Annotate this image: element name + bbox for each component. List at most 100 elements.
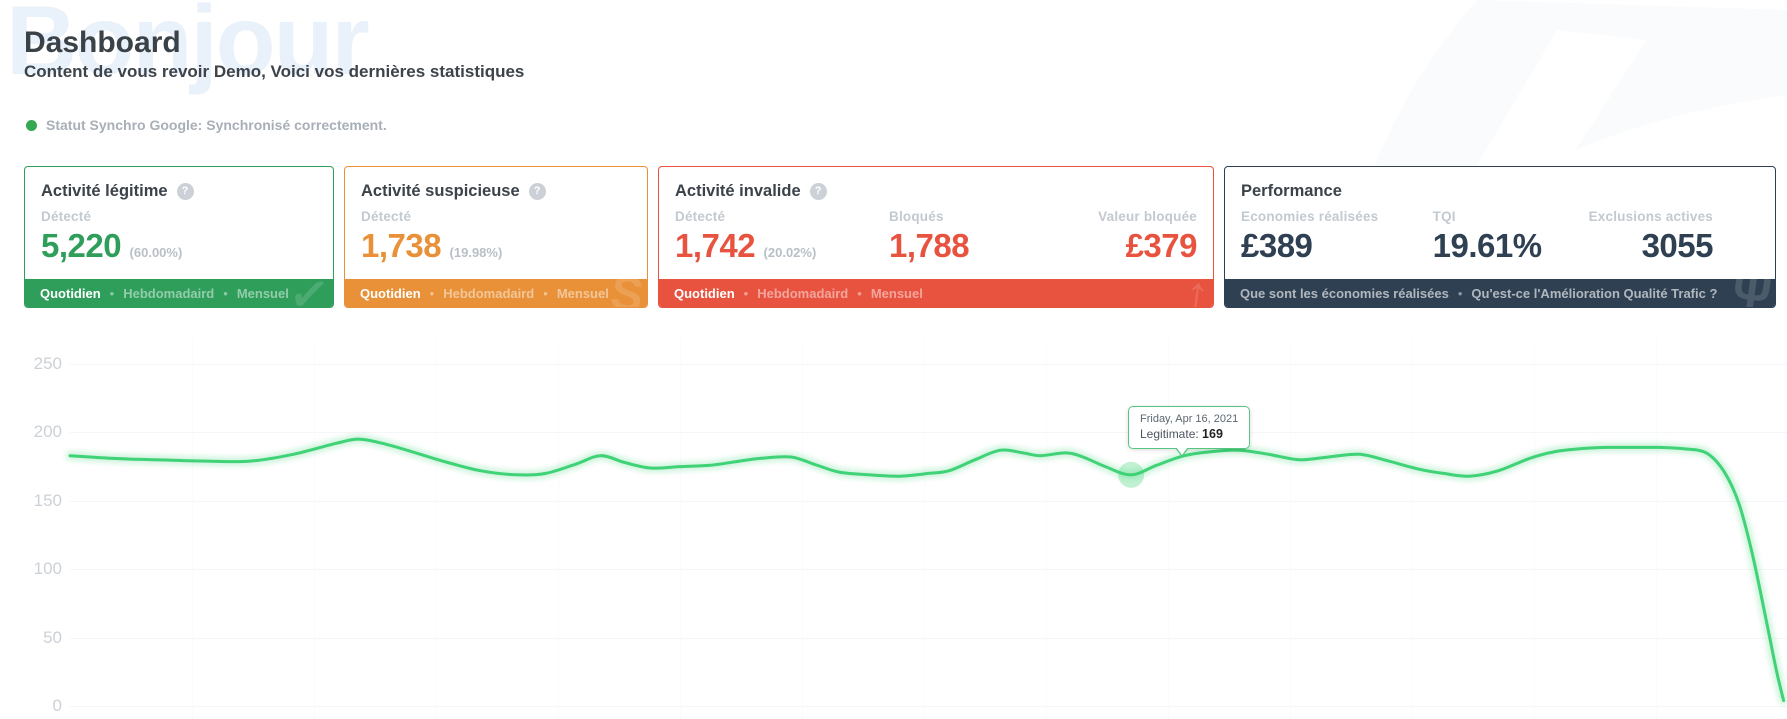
gridline xyxy=(314,340,315,719)
help-icon[interactable]: ? xyxy=(809,182,827,200)
metric-value: 1,738 xyxy=(361,227,442,264)
tab-separator-dot: • xyxy=(857,285,862,301)
tab-hebdomadaire[interactable]: Hebdomadaird xyxy=(443,285,535,301)
chart-tooltip: Friday, Apr 16, 2021 Legitimate: 169 xyxy=(1128,406,1251,457)
metric-savings: Economies réalisées £389 xyxy=(1241,209,1433,265)
card-performance-links: Que sont les économies réalisées • Qu'es… xyxy=(1225,279,1775,307)
metric-label: Détecté xyxy=(41,209,92,224)
tab-quotidien[interactable]: Quotidien xyxy=(674,285,735,301)
metric-tqi: TQI 19.61% xyxy=(1433,209,1588,265)
gridline xyxy=(70,364,1787,365)
card-title: Activité suspicieuse xyxy=(361,181,520,200)
chart-line-glow xyxy=(65,434,1787,705)
google-sync-status: Statut Synchro Google: Synchronisé corre… xyxy=(26,117,387,133)
link-separator-dot: • xyxy=(1457,285,1463,301)
page-title: Dashboard xyxy=(24,26,181,59)
card-period-tabs: Quotidien • Hebdomadaird • Mensuel ✓ xyxy=(25,279,333,307)
metric-detected: Détecté 1,738 (19.98%) xyxy=(361,209,502,265)
y-axis-tick-label: 150 xyxy=(33,490,62,510)
chart-line xyxy=(68,437,1786,702)
metric-value: 19.61% xyxy=(1432,227,1542,264)
gridline xyxy=(924,340,925,719)
metric-percentage: (19.98%) xyxy=(449,245,503,260)
gridline xyxy=(1412,340,1413,719)
help-icon[interactable]: ? xyxy=(176,182,194,200)
gridline xyxy=(680,340,681,719)
gridline xyxy=(70,706,1787,707)
watermark-s-icon: S xyxy=(607,279,646,307)
metric-label: Valeur bloquée xyxy=(1098,209,1197,224)
tab-separator-dot: • xyxy=(109,285,115,301)
gridline xyxy=(1534,340,1535,719)
gridline xyxy=(70,500,1787,502)
tab-quotidien[interactable]: Quotidien xyxy=(40,285,101,301)
metric-label: TQI xyxy=(1432,209,1456,224)
tab-separator-dot: • xyxy=(429,285,435,301)
tab-mensuel[interactable]: Mensuel xyxy=(236,285,289,301)
y-axis-tick-label: 50 xyxy=(43,627,62,647)
page-header: Dashboard Content de vous revoir Demo, V… xyxy=(24,26,524,82)
tab-separator-dot: • xyxy=(223,285,228,301)
y-axis-tick-label: 100 xyxy=(33,559,62,579)
y-axis-tick-label: 0 xyxy=(52,696,62,715)
metric-label: Bloqués xyxy=(889,209,944,224)
y-axis-tick-label: 200 xyxy=(33,422,62,442)
card-body: Activité suspicieuse ? Détecté 1,738 (19… xyxy=(345,167,647,279)
gridline xyxy=(558,340,559,719)
metric-detected: Détecté 1,742 (20.02%) xyxy=(675,209,889,265)
background-watermark-text: Bonjour xyxy=(6,0,370,95)
card-body: Activité légitime ? Détecté 5,220 (60.00… xyxy=(25,167,333,279)
tooltip-series-label: Legitimate: xyxy=(1140,427,1199,441)
gridline xyxy=(70,637,1787,639)
metric-blocked: Bloqués 1,788 xyxy=(889,209,1040,265)
metric-label: Détecté xyxy=(675,209,726,224)
status-text: Statut Synchro Google: Synchronisé corre… xyxy=(46,117,387,133)
card-body: Performance Economies réalisées £389 TQI… xyxy=(1225,167,1775,279)
metric-label: Economies réalisées xyxy=(1241,209,1379,224)
metric-label: Détecté xyxy=(361,209,412,224)
card-title: Performance xyxy=(1241,181,1342,200)
stat-cards-row: Activité légitime ? Détecté 5,220 (60.00… xyxy=(24,166,1776,308)
tab-mensuel[interactable]: Mensuel xyxy=(870,285,923,301)
tooltip-series-line: Legitimate: 169 xyxy=(1140,427,1238,441)
tooltip-value: 169 xyxy=(1202,427,1223,441)
page-subtitle: Content de vous revoir Demo, Voici vos d… xyxy=(24,62,525,81)
card-title: Activité invalide xyxy=(675,181,801,200)
metric-percentage: (20.02%) xyxy=(763,245,817,260)
tab-separator-dot: • xyxy=(743,285,749,301)
tab-hebdomadaire[interactable]: Hebdomadaird xyxy=(123,285,215,301)
gridline xyxy=(192,340,193,719)
metric-value: £389 xyxy=(1241,227,1313,264)
link-what-is-tqi[interactable]: Qu'est-ce l'Amélioration Qualité Trafic … xyxy=(1471,285,1718,301)
gridline xyxy=(1046,340,1047,719)
help-icon[interactable]: ? xyxy=(528,182,546,200)
card-suspicious-activity: Activité suspicieuse ? Détecté 1,738 (19… xyxy=(344,166,648,308)
metric-active-exclusions: Exclusions actives 3055 xyxy=(1589,209,1714,265)
gridline xyxy=(70,432,1787,434)
card-period-tabs: Quotidien • Hebdomadaird • Mensuel S xyxy=(345,279,647,307)
watermark-check-icon: ✓ xyxy=(285,279,333,307)
gridline xyxy=(70,569,1787,571)
tab-mensuel[interactable]: Mensuel xyxy=(556,285,609,301)
chart-hover-point[interactable] xyxy=(1118,461,1145,488)
tab-separator-dot: • xyxy=(543,285,548,301)
gridline xyxy=(436,340,437,719)
tooltip-date: Friday, Apr 16, 2021 xyxy=(1140,413,1239,425)
card-invalid-activity: Activité invalide ? Détecté 1,742 (20.02… xyxy=(658,166,1214,308)
metric-value: 3055 xyxy=(1641,227,1714,264)
metric-percentage: (60.00%) xyxy=(129,245,183,260)
tab-hebdomadaire[interactable]: Hebdomadaird xyxy=(757,285,849,301)
watermark-arrow-icon: ↑ xyxy=(1181,279,1213,307)
metric-value: £379 xyxy=(1125,227,1198,264)
metric-value: 5,220 xyxy=(41,227,122,264)
card-performance: Performance Economies réalisées £389 TQI… xyxy=(1224,166,1776,308)
gridline xyxy=(1656,340,1657,719)
gridline xyxy=(1290,340,1291,719)
card-body: Activité invalide ? Détecté 1,742 (20.02… xyxy=(659,167,1213,279)
link-what-are-savings[interactable]: Que sont les économies réalisées xyxy=(1240,285,1449,301)
metric-blocked-value: Valeur bloquée £379 xyxy=(1098,209,1197,265)
tab-quotidien[interactable]: Quotidien xyxy=(360,285,421,301)
card-legitimate-activity: Activité légitime ? Détecté 5,220 (60.00… xyxy=(24,166,334,308)
